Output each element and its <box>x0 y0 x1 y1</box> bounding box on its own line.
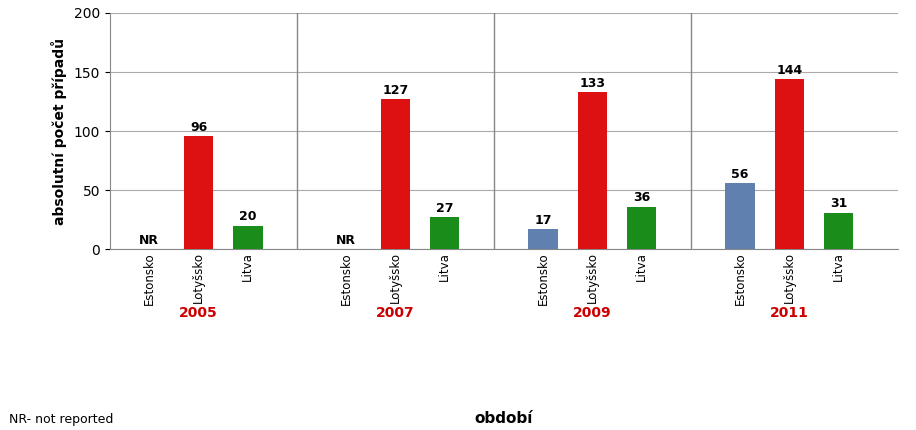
Text: 2009: 2009 <box>573 306 612 320</box>
Text: 27: 27 <box>436 202 453 215</box>
Text: NR: NR <box>336 234 356 247</box>
Bar <box>578 92 607 249</box>
Text: 127: 127 <box>382 84 409 97</box>
Text: 144: 144 <box>776 64 802 77</box>
Bar <box>823 213 854 249</box>
Bar <box>381 99 410 249</box>
Text: 2007: 2007 <box>376 306 415 320</box>
Text: 2011: 2011 <box>770 306 809 320</box>
Text: 56: 56 <box>732 168 748 181</box>
Text: 36: 36 <box>633 191 650 205</box>
Text: období: období <box>474 411 533 426</box>
Text: 133: 133 <box>580 77 605 90</box>
Text: 31: 31 <box>830 197 847 210</box>
Text: NR- not reported: NR- not reported <box>9 413 114 426</box>
Bar <box>725 183 755 249</box>
Y-axis label: absolutní počet případů: absolutní počet případů <box>51 38 67 224</box>
Text: 20: 20 <box>239 210 256 224</box>
Text: 2005: 2005 <box>180 306 218 320</box>
Bar <box>529 229 558 249</box>
Text: 96: 96 <box>190 120 207 134</box>
Bar <box>430 218 460 249</box>
Bar <box>184 136 213 249</box>
Bar <box>627 207 657 249</box>
Text: NR: NR <box>139 234 159 247</box>
Bar <box>233 226 263 249</box>
Text: 17: 17 <box>534 214 552 227</box>
Bar <box>775 79 804 249</box>
